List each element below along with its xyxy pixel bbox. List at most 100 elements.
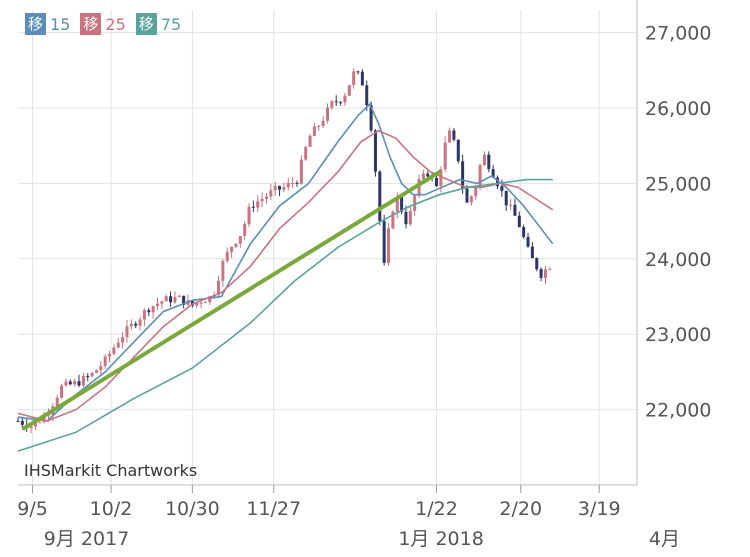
price-candle — [99, 365, 103, 371]
price-candle — [395, 196, 399, 212]
price-candle — [443, 142, 447, 170]
price-candle — [273, 186, 277, 191]
price-candle — [434, 177, 438, 187]
price-candle — [177, 295, 181, 298]
y-tick-label: 22,000 — [645, 400, 711, 422]
legend-item-75: 移 75 — [135, 13, 181, 35]
price-candle — [20, 420, 24, 425]
price-candle — [500, 186, 504, 191]
price-candle — [461, 161, 465, 189]
price-candle — [286, 183, 290, 188]
x-tick-label: 1/22 — [415, 498, 458, 520]
price-candle — [548, 269, 552, 271]
price-candle — [391, 211, 395, 229]
price-candle — [465, 188, 469, 203]
price-candle — [112, 347, 116, 354]
month-label: 1月 2018 — [398, 528, 483, 550]
legend-mark: 移 — [25, 13, 47, 35]
price-candle — [16, 420, 20, 422]
price-candle — [238, 236, 242, 244]
price-candle — [116, 342, 120, 348]
price-candle — [142, 310, 146, 320]
price-candle — [243, 224, 247, 237]
price-candle — [347, 85, 351, 96]
price-candle — [387, 228, 391, 263]
price-candle — [426, 173, 430, 177]
price-candle — [68, 381, 72, 385]
price-candle — [304, 146, 308, 160]
price-candle — [151, 306, 155, 313]
price-candle — [452, 130, 456, 140]
price-candle — [203, 302, 207, 304]
price-candle — [352, 71, 356, 86]
price-candle — [312, 126, 316, 137]
price-candle — [190, 300, 194, 306]
y-tick-label: 26,000 — [645, 98, 711, 120]
x-tick-label: 9/5 — [17, 498, 48, 520]
price-candle — [278, 186, 282, 190]
price-candle — [169, 296, 173, 303]
legend-value: 25 — [105, 14, 126, 34]
watermark-text: IHSMarkit Chartworks — [24, 461, 198, 480]
price-candle — [173, 297, 177, 303]
price-candle — [94, 370, 98, 373]
price-candle — [29, 426, 33, 428]
legend-mark: 移 — [135, 13, 157, 35]
price-candle — [456, 139, 460, 162]
price-candle — [526, 236, 530, 247]
price-candle — [64, 381, 68, 386]
price-candle — [513, 204, 517, 216]
price-candle — [509, 204, 513, 206]
price-candle — [121, 337, 125, 343]
price-candle — [73, 381, 77, 385]
ma75-line — [17, 178, 553, 452]
price-candle — [103, 356, 107, 366]
price-candle — [208, 296, 212, 303]
price-candle — [365, 85, 369, 106]
price-candle — [86, 375, 90, 377]
price-candle — [60, 385, 64, 398]
price-candle — [55, 397, 59, 407]
price-candle — [125, 326, 129, 338]
price-candle — [382, 221, 386, 263]
y-tick-label: 24,000 — [645, 249, 711, 271]
price-candle — [251, 206, 255, 208]
axes: 22,000 23,000 24,000 25,000 26,000 27,000 9/5 1… — [17, 0, 711, 550]
price-candle — [234, 243, 238, 247]
price-candle — [308, 136, 312, 147]
month-label: 9月 2017 — [44, 528, 129, 550]
price-candle — [408, 210, 412, 225]
price-candle — [487, 154, 491, 170]
price-candle — [356, 71, 360, 73]
price-candle — [421, 173, 425, 180]
price-candle — [282, 187, 286, 190]
price-candle — [543, 269, 547, 278]
price-candle — [404, 211, 408, 225]
price-candle — [517, 215, 521, 228]
grid-lines — [18, 10, 637, 485]
price-candle — [138, 319, 142, 326]
price-candle — [217, 280, 221, 296]
price-candle — [343, 95, 347, 103]
price-candle — [360, 71, 364, 86]
price-candle — [522, 227, 526, 237]
price-candle — [221, 261, 225, 281]
y-tick-label: 27,000 — [645, 23, 711, 45]
price-candle — [199, 302, 203, 304]
price-candle — [317, 125, 321, 127]
price-candle — [330, 101, 334, 108]
price-candle — [496, 177, 500, 187]
legend-item-15: 移 15 — [25, 13, 70, 35]
price-candle — [164, 296, 168, 302]
month-label: 4月 — [649, 528, 680, 550]
price-candle — [417, 179, 421, 196]
price-candle — [478, 165, 482, 187]
legend-item-25: 移 25 — [80, 13, 126, 35]
x-tick-label: 10/30 — [165, 498, 220, 520]
price-candle — [400, 196, 404, 212]
x-tick-label: 11/27 — [246, 498, 301, 520]
price-candle — [264, 196, 268, 199]
price-candle — [326, 107, 329, 121]
price-candle — [147, 310, 151, 313]
price-candle — [230, 246, 234, 252]
